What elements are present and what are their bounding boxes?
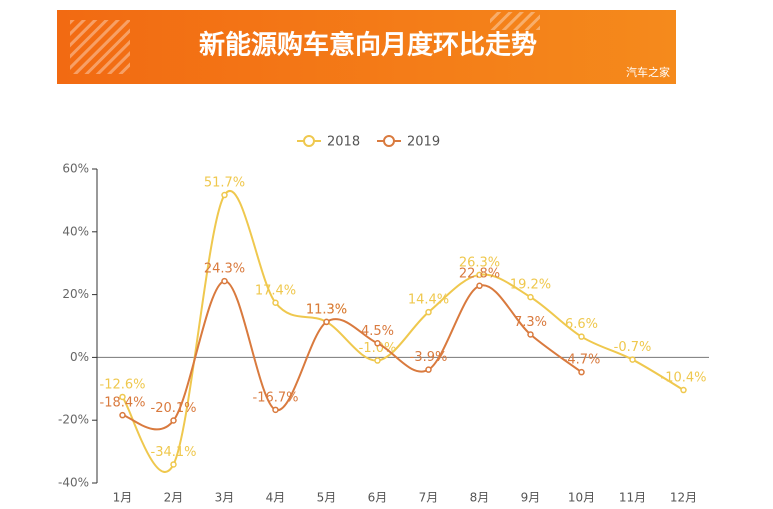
data-point [221, 191, 228, 199]
legend-marker [303, 135, 315, 147]
data-label: 6.6% [565, 317, 598, 332]
data-label: -18.4% [100, 396, 146, 411]
data-point [119, 411, 126, 419]
data-label: 4.5% [361, 324, 394, 339]
data-point [374, 340, 381, 347]
data-point [119, 393, 126, 401]
x-tick-label: 10月 [568, 491, 595, 505]
watermark: 汽车之家 [626, 65, 670, 79]
banner-stripes [490, 12, 540, 30]
data-point [272, 299, 279, 307]
data-label: 7.3% [514, 315, 547, 330]
x-tick-label: 1月 [113, 491, 133, 505]
x-tick-label: 2月 [164, 491, 184, 505]
data-label: 51.7% [204, 176, 245, 191]
data-point [425, 366, 432, 373]
data-point [170, 461, 177, 468]
data-label: -12.6% [100, 377, 146, 392]
data-label: 14.4% [408, 293, 449, 308]
data-point [578, 333, 585, 340]
y-tick-label: -20% [58, 413, 89, 427]
x-tick-label: 9月 [521, 491, 541, 505]
data-point [578, 368, 585, 376]
y-tick-label: 0% [70, 350, 89, 364]
chart-title: 新能源购车意向月度环比走势 [199, 30, 537, 61]
data-point [476, 282, 483, 290]
data-label: -16.7% [253, 390, 299, 405]
y-tick-label: 40% [62, 224, 89, 238]
data-label: -4.7% [563, 353, 601, 368]
data-point [272, 406, 279, 414]
data-label: 11.3% [306, 302, 347, 317]
legend-marker [383, 135, 395, 147]
data-label: -20.1% [151, 401, 197, 416]
banner-stripes [70, 20, 130, 74]
data-label: 24.3% [204, 262, 245, 277]
x-tick-label: 8月 [470, 491, 490, 505]
data-point [476, 271, 483, 279]
data-point [374, 357, 381, 364]
x-tick-label: 5月 [317, 491, 337, 505]
legend-label: 2018 [327, 135, 360, 150]
legend-label: 2019 [407, 135, 440, 150]
data-label: 17.4% [255, 283, 296, 298]
data-label: 11.3% [306, 302, 347, 317]
data-point [323, 318, 330, 326]
data-point [425, 308, 432, 316]
data-label: 26.3% [459, 255, 500, 270]
x-tick-label: 12月 [670, 491, 697, 505]
data-label: -10.4% [661, 371, 707, 386]
data-label: 22.8% [459, 266, 500, 281]
banner [57, 10, 676, 84]
data-label: -34.1% [151, 445, 197, 460]
x-tick-label: 3月 [215, 491, 235, 505]
data-point [527, 293, 534, 301]
data-point [680, 386, 687, 394]
data-label: -3.9% [410, 350, 448, 365]
data-point [527, 331, 534, 338]
data-point [170, 417, 177, 424]
data-point [629, 356, 636, 363]
x-tick-label: 7月 [419, 491, 439, 505]
data-label: -0.7% [614, 340, 652, 355]
y-tick-label: 60% [62, 162, 89, 176]
x-tick-label: 6月 [368, 491, 388, 505]
y-tick-label: 20% [62, 287, 89, 301]
y-tick-label: -40% [58, 476, 89, 490]
x-tick-label: 4月 [266, 491, 286, 505]
series-line [121, 190, 685, 473]
data-label: -1.0% [359, 341, 397, 356]
data-label: 19.2% [510, 278, 551, 293]
data-point [221, 277, 228, 285]
x-tick-label: 11月 [619, 491, 646, 505]
